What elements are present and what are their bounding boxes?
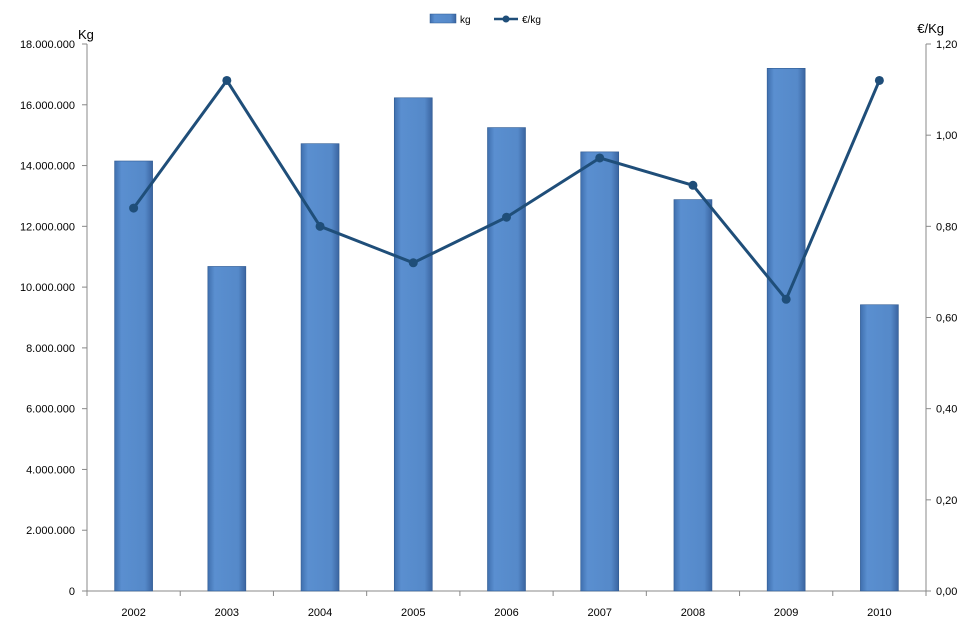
bar [580, 151, 620, 592]
bar [207, 266, 247, 592]
left-tick-label: 10.000.000 [20, 282, 75, 294]
left-tick-label: 8.000.000 [26, 343, 75, 355]
line-point [781, 294, 791, 304]
right-tick-label: 0,20 [936, 495, 957, 507]
left-axis-title: Kg [78, 27, 94, 42]
right-tick-label: 1,20 [936, 39, 957, 51]
bar [114, 160, 153, 592]
right-tick-label: 0,00 [936, 586, 957, 598]
right-tick-label: 0,60 [936, 313, 957, 325]
left-tick-label: 4.000.000 [26, 464, 75, 476]
x-tick-label: 2010 [867, 607, 891, 619]
left-tick-label: 16.000.000 [20, 100, 75, 112]
left-tick-label: 14.000.000 [20, 161, 75, 173]
x-tick-label: 2004 [308, 607, 332, 619]
bars-series [114, 68, 899, 592]
left-tick-label: 18.000.000 [20, 39, 75, 51]
right-tick-label: 0,40 [936, 404, 957, 416]
left-tick-label: 0 [69, 586, 75, 598]
legend: kg €/kg [429, 13, 541, 26]
right-tick-label: 0,80 [936, 221, 957, 233]
x-tick-label: 2006 [494, 607, 518, 619]
line-point [408, 258, 418, 268]
bar [487, 127, 526, 592]
legend-line-label: €/kg [522, 15, 541, 26]
x-tick-label: 2003 [215, 607, 239, 619]
x-tick-label: 2008 [681, 607, 705, 619]
bar [860, 304, 899, 592]
line-point [874, 75, 884, 85]
x-tick-label: 2005 [401, 607, 425, 619]
legend-line-marker [502, 15, 510, 23]
x-tick-label: 2009 [774, 607, 798, 619]
left-tick-label: 12.000.000 [20, 221, 75, 233]
line-point [222, 75, 232, 85]
line-point [688, 180, 698, 190]
line-point [315, 221, 325, 231]
line-point [129, 203, 139, 213]
line-series [129, 75, 884, 304]
bar [300, 143, 340, 592]
axes: 0 2.000.000 4.000.000 6.000.000 8.000.000 10.… [20, 21, 957, 619]
left-tick-label: 2.000.000 [26, 525, 75, 537]
left-tick-label: 6.000.000 [26, 404, 75, 416]
bar [673, 199, 713, 592]
line-point [595, 153, 605, 163]
right-tick-label: 1,00 [936, 130, 957, 142]
x-tick-label: 2007 [587, 607, 611, 619]
x-tick-label: 2002 [121, 607, 145, 619]
bar [766, 68, 806, 592]
right-axis-title: €/Kg [917, 21, 944, 36]
line-point [502, 212, 511, 222]
bar [393, 97, 433, 592]
legend-bar-swatch [429, 13, 457, 24]
legend-bar-label: kg [460, 15, 471, 26]
